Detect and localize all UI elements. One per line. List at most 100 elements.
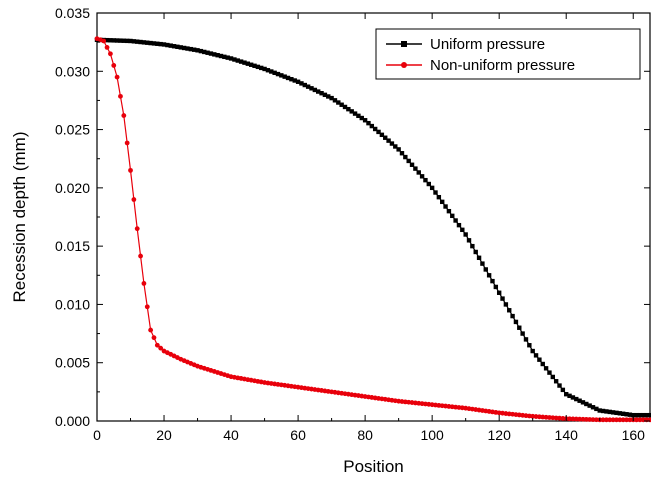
data-point [600, 408, 606, 414]
x-tick-label: 160 [622, 427, 646, 443]
data-point [336, 100, 341, 105]
data-point [349, 109, 354, 114]
x-tick-label: 20 [156, 427, 172, 443]
legend: Uniform pressure Non-uniform pressure [375, 28, 641, 80]
series-uniform [94, 37, 651, 418]
data-point [215, 52, 220, 58]
y-tick-label: 0.025 [55, 122, 90, 138]
data-point [570, 395, 576, 400]
data-point [191, 47, 197, 52]
data-point [101, 38, 107, 44]
data-point [195, 48, 200, 53]
legend-box [375, 28, 641, 80]
data-point [309, 86, 314, 91]
data-point [627, 417, 633, 423]
x-tick-label: 100 [420, 427, 444, 443]
data-point [607, 417, 613, 423]
data-point [383, 135, 388, 140]
data-point [540, 361, 545, 367]
data-point [222, 54, 227, 60]
data-point [302, 82, 307, 88]
y-tick-label: 0.030 [55, 63, 90, 79]
data-point [205, 50, 210, 55]
data-point [118, 38, 123, 43]
data-point [480, 261, 485, 266]
data-point [141, 40, 147, 45]
data-point [131, 39, 137, 44]
data-point [104, 37, 110, 43]
data-point [185, 46, 190, 51]
data-point [181, 45, 187, 51]
data-point [607, 409, 612, 415]
data-point [275, 71, 281, 77]
data-point [580, 416, 586, 422]
data-point [500, 296, 505, 301]
axes-group: 0 20 40 60 80 100 120 140 160 0.000 0.005 0.010 0.01… [55, 5, 650, 443]
data-point [473, 249, 478, 255]
data-point [151, 335, 157, 341]
data-point [614, 410, 619, 416]
data-point [637, 412, 643, 418]
data-point [413, 166, 418, 171]
data-point [158, 41, 163, 47]
data-point [490, 278, 495, 284]
data-point [242, 60, 247, 65]
data-point [316, 89, 321, 94]
data-point [523, 337, 529, 342]
data-point [228, 56, 234, 61]
y-tick-label: 0.015 [55, 238, 90, 254]
data-point [590, 405, 596, 410]
data-point [279, 73, 284, 78]
data-point [573, 416, 579, 422]
data-point [510, 313, 515, 319]
data-point [208, 51, 214, 56]
data-point [466, 238, 472, 243]
y-axis-title: Recession depth (mm) [10, 131, 29, 302]
y-tick-label: 0.000 [55, 413, 90, 429]
x-tick-label: 40 [223, 427, 239, 443]
data-point [145, 40, 150, 45]
data-point [155, 41, 160, 46]
data-point [604, 417, 609, 423]
data-point [108, 51, 113, 57]
data-point [496, 290, 502, 295]
data-point [259, 65, 264, 71]
data-point [154, 342, 160, 348]
data-point [433, 190, 438, 195]
data-point [463, 232, 468, 237]
data-point [460, 227, 465, 233]
data-point [158, 345, 164, 351]
data-point [597, 408, 602, 413]
data-point [580, 400, 586, 405]
data-point [617, 417, 623, 423]
data-point [590, 417, 596, 423]
data-point [409, 162, 415, 167]
data-point [332, 98, 338, 103]
data-point [627, 412, 633, 417]
data-point [312, 87, 318, 93]
data-point [520, 331, 525, 336]
data-point [118, 93, 123, 99]
data-point [419, 174, 425, 179]
data-point [634, 417, 639, 423]
x-tick-label: 60 [290, 427, 306, 443]
data-point [389, 141, 395, 146]
data-point [416, 170, 421, 175]
data-point [507, 308, 512, 313]
data-point [493, 284, 499, 290]
data-point [637, 417, 643, 423]
data-point [121, 38, 127, 43]
data-point [141, 281, 147, 286]
data-point [108, 38, 113, 43]
data-point [362, 118, 368, 123]
data-point [295, 79, 301, 84]
data-point [202, 49, 207, 55]
data-point [604, 409, 609, 414]
data-point [248, 62, 254, 67]
x-tick-label: 0 [93, 427, 101, 443]
data-point [574, 396, 579, 402]
data-point [121, 113, 127, 118]
data-point [584, 401, 589, 407]
data-point [232, 57, 237, 62]
